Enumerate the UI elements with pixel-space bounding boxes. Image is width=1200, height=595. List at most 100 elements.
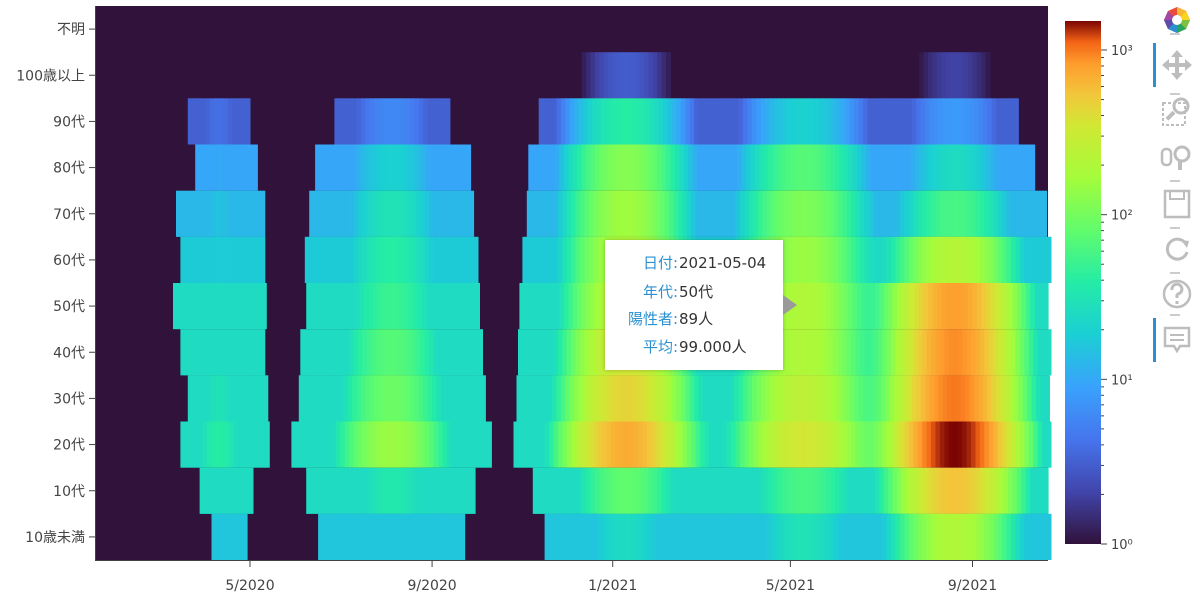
heatmap-cell[interactable] [220,190,226,237]
heatmap-cell[interactable] [919,52,925,99]
heatmap-cell[interactable] [842,190,848,237]
heatmap-cell[interactable] [1042,329,1048,376]
heatmap-cell[interactable] [252,283,258,330]
heatmap-cell[interactable] [726,190,732,237]
heatmap-cell[interactable] [740,190,745,237]
heatmap-cell[interactable] [184,236,190,283]
heatmap-cell[interactable] [615,421,621,468]
heatmap-cell[interactable] [464,329,470,376]
heatmap-cell[interactable] [199,283,205,330]
heatmap-cell[interactable] [571,329,577,376]
heatmap-cell[interactable] [448,467,454,514]
heatmap-cell[interactable] [849,98,855,145]
heatmap-cell[interactable] [238,190,244,237]
heatmap-cell[interactable] [1012,467,1018,514]
heatmap-cell[interactable] [307,375,313,422]
heatmap-cell[interactable] [922,190,928,237]
heatmap-cell[interactable] [478,421,483,468]
heatmap-cell[interactable] [731,190,737,237]
heatmap-cell[interactable] [415,236,421,283]
heatmap-cell[interactable] [649,375,655,422]
heatmap-cell[interactable] [805,375,811,422]
heatmap-cell[interactable] [464,190,470,237]
heatmap-cell[interactable] [861,144,867,191]
heatmap-cell[interactable] [919,283,925,330]
heatmap-cell[interactable] [876,98,882,145]
heatmap-cell[interactable] [713,421,719,468]
heatmap-cell[interactable] [821,467,827,514]
heatmap-cell[interactable] [956,98,962,145]
heatmap-cell[interactable] [198,329,204,376]
heatmap-cell[interactable] [608,467,614,514]
heatmap-cell[interactable] [827,375,833,422]
heatmap-cell[interactable] [914,467,920,514]
heatmap-cell[interactable] [460,513,466,560]
heatmap-cell[interactable] [473,421,479,468]
heatmap-cell[interactable] [177,283,183,330]
heatmap-cell[interactable] [682,190,688,237]
heatmap-cell[interactable] [874,144,880,191]
heatmap-cell[interactable] [661,144,667,191]
heatmap-cell[interactable] [824,236,830,283]
heatmap-cell[interactable] [917,329,923,376]
heatmap-cell[interactable] [780,513,785,560]
heatmap-cell[interactable] [846,329,852,376]
heatmap-cell[interactable] [738,375,744,422]
heatmap-cell[interactable] [324,144,329,191]
heatmap-cell[interactable] [605,98,611,145]
heatmap-cell[interactable] [1037,329,1043,376]
heatmap-cell[interactable] [421,283,427,330]
wheel-zoom-icon[interactable] [1160,140,1194,174]
heatmap-cell[interactable] [905,144,911,191]
heatmap-cell[interactable] [221,144,227,191]
heatmap-cell[interactable] [972,144,978,191]
heatmap-cell[interactable] [319,283,325,330]
heatmap-cell[interactable] [658,98,664,145]
heatmap-cell[interactable] [229,513,235,560]
heatmap-cell[interactable] [260,329,266,376]
heatmap-cell[interactable] [417,144,423,191]
heatmap-cell[interactable] [1042,190,1048,237]
heatmap-cell[interactable] [566,421,572,468]
heatmap-cell[interactable] [627,98,633,145]
heatmap-cell[interactable] [871,375,877,422]
heatmap-cell[interactable] [461,144,467,191]
heatmap-cell[interactable] [184,421,190,468]
heatmap-cell[interactable] [226,467,232,514]
heatmap-cell[interactable] [1039,467,1045,514]
heatmap-cell[interactable] [338,375,344,422]
heatmap-cell[interactable] [553,421,559,468]
heatmap-cell[interactable] [626,52,631,99]
heatmap-cell[interactable] [941,283,947,330]
heatmap-cell[interactable] [860,421,865,468]
heatmap-cell[interactable] [568,283,574,330]
heatmap-cell[interactable] [680,375,686,422]
heatmap-cell[interactable] [346,144,352,191]
heatmap-cell[interactable] [997,329,1003,376]
heatmap-cell[interactable] [546,467,552,514]
heatmap-cell[interactable] [957,190,963,237]
heatmap-cell[interactable] [1015,329,1021,376]
heatmap-cell[interactable] [713,190,719,237]
heatmap-cell[interactable] [874,467,880,514]
heatmap-cell[interactable] [968,467,973,514]
heatmap-cell[interactable] [344,190,350,237]
heatmap-cell[interactable] [393,513,399,560]
heatmap-cell[interactable] [985,283,991,330]
heatmap-cell[interactable] [794,467,800,514]
heatmap-cell[interactable] [709,190,714,237]
heatmap-cell[interactable] [389,513,395,560]
heatmap-cell[interactable] [704,513,710,560]
heatmap-cell[interactable] [876,375,882,422]
heatmap-cell[interactable] [189,236,195,283]
heatmap-cell[interactable] [318,236,324,283]
heatmap-cell[interactable] [882,329,888,376]
heatmap-cell[interactable] [916,98,922,145]
heatmap-cell[interactable] [415,190,421,237]
heatmap-cell[interactable] [398,329,403,376]
heatmap-cell[interactable] [922,513,928,560]
heatmap-cell[interactable] [815,513,821,560]
heatmap-cell[interactable] [544,421,550,468]
heatmap-cell[interactable] [802,421,808,468]
heatmap-cell[interactable] [1019,236,1025,283]
